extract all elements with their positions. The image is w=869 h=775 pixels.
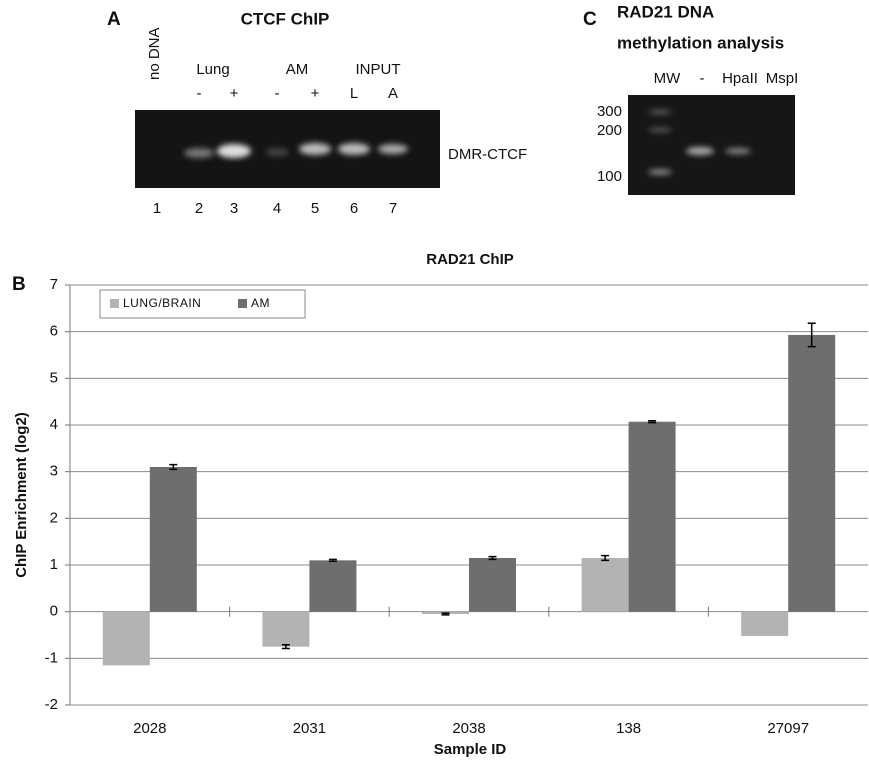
y-tick-label: 1 <box>50 556 58 573</box>
x-tick-label: 2028 <box>133 720 166 737</box>
legend-label: LUNG/BRAIN <box>123 296 201 310</box>
bar <box>262 612 309 647</box>
y-tick-label: -1 <box>45 649 58 666</box>
x-tick-label: 2031 <box>293 720 326 737</box>
x-tick-label: 27097 <box>767 720 809 737</box>
lane-condition: + <box>311 85 320 102</box>
lane-group: Lung <box>196 61 229 78</box>
x-tick-label: 2038 <box>452 720 485 737</box>
legend-swatch <box>110 299 119 308</box>
y-tick-label: 4 <box>50 416 58 433</box>
bar <box>629 422 676 612</box>
y-tick-label: 3 <box>50 463 58 480</box>
y-tick-label: 6 <box>50 323 58 340</box>
lane-header: no DNA <box>146 27 163 80</box>
lane-group: AM <box>286 61 309 78</box>
marker-label: 300 <box>597 103 622 120</box>
page: A CTCF ChIP no DNA Lung AM INPUT - + - +… <box>0 0 869 775</box>
lane-header: MspI <box>766 70 799 87</box>
lane-group: INPUT <box>356 61 401 78</box>
lane-condition: + <box>230 85 239 102</box>
lane-condition: A <box>388 85 398 102</box>
lane-number: 3 <box>230 200 238 217</box>
lane-condition: L <box>350 85 358 102</box>
y-tick-label: 0 <box>50 603 58 620</box>
lane-number: 2 <box>195 200 203 217</box>
legend-label: AM <box>251 296 270 310</box>
chart-title: RAD21 ChIP <box>426 251 514 268</box>
bar <box>103 612 150 666</box>
bar <box>469 558 516 612</box>
y-axis-label: ChIP Enrichment (log2) <box>13 412 30 578</box>
y-tick-label: 5 <box>50 369 58 386</box>
lane-condition: - <box>197 85 202 102</box>
lane-number: 7 <box>389 200 397 217</box>
bar <box>309 560 356 611</box>
legend-swatch <box>238 299 247 308</box>
lane-header: - <box>700 70 705 87</box>
lane-condition: - <box>275 85 280 102</box>
panel-label: B <box>12 274 26 295</box>
panel-title: methylation analysis <box>617 33 784 52</box>
figure: A CTCF ChIP no DNA Lung AM INPUT - + - +… <box>0 0 869 770</box>
band-label: DMR-CTCF <box>448 146 527 163</box>
y-tick-label: 7 <box>50 276 58 293</box>
gel-image <box>628 95 795 195</box>
panel-title: RAD21 DNA <box>617 2 714 21</box>
lane-number: 4 <box>273 200 281 217</box>
bar <box>741 612 788 636</box>
marker-label: 100 <box>597 168 622 185</box>
panel-label: C <box>583 9 597 30</box>
lane-number: 5 <box>311 200 319 217</box>
x-axis-label: Sample ID <box>434 741 507 758</box>
y-tick-label: 2 <box>50 509 58 526</box>
x-tick-label: 138 <box>616 720 641 737</box>
lane-header: HpaII <box>722 70 758 87</box>
lane-header: MW <box>654 70 681 87</box>
bar <box>150 467 197 612</box>
bar <box>788 335 835 612</box>
y-tick-label: -2 <box>45 696 58 713</box>
bar <box>582 558 629 612</box>
lane-number: 1 <box>153 200 161 217</box>
marker-label: 200 <box>597 122 622 139</box>
panel-title: CTCF ChIP <box>241 9 330 28</box>
panel-label: A <box>107 9 121 30</box>
lane-number: 6 <box>350 200 358 217</box>
